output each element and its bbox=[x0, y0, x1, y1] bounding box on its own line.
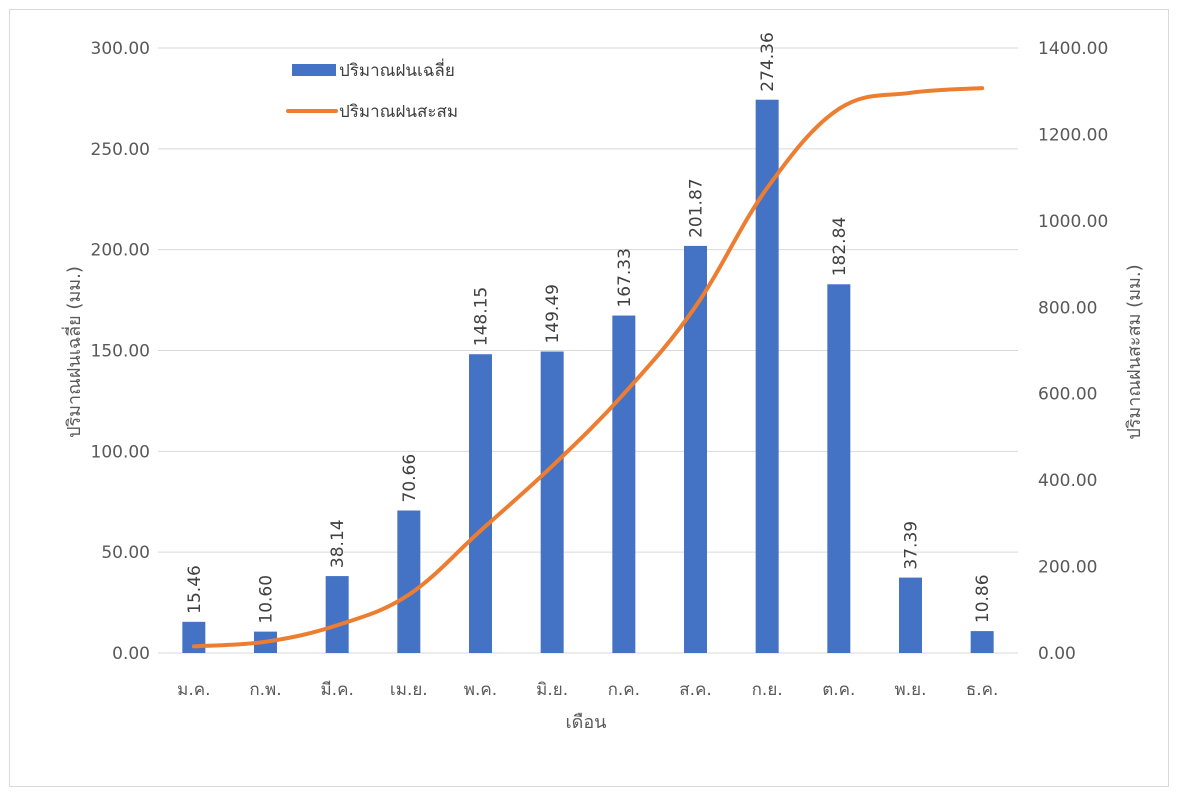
y-tick-label: 150.00 bbox=[91, 342, 150, 362]
y2-tick-label: 1000.00 bbox=[1038, 212, 1108, 232]
y-tick-label: 250.00 bbox=[91, 140, 150, 160]
y-tick-label: 300.00 bbox=[91, 39, 150, 59]
x-axis-ticks: ม.ค. ก.พ. มี.ค. เม.ย. พ.ค. มิ.ย. ก.ค. ส.ค. ก.ย. ต… bbox=[177, 680, 998, 700]
bar-value-label: 167.33 bbox=[615, 248, 635, 307]
bar-value-label: 38.14 bbox=[328, 519, 348, 568]
y2-tick-label: 0.00 bbox=[1038, 644, 1076, 664]
legend-swatch-bar bbox=[292, 64, 336, 76]
y2-tick-label: 800.00 bbox=[1038, 298, 1097, 318]
y-axis-right-ticks: 0.00 200.00 400.00 600.00 800.00 1000.00 1200.… bbox=[1038, 39, 1108, 664]
x-tick-label: ต.ค. bbox=[822, 680, 855, 700]
bar-value-label: 37.39 bbox=[902, 521, 922, 570]
chart-frame bbox=[9, 9, 1169, 787]
bar bbox=[397, 510, 421, 653]
bar bbox=[755, 99, 779, 653]
y-tick-label: 0.00 bbox=[112, 644, 150, 664]
bar-value-label: 70.66 bbox=[400, 454, 420, 503]
bar bbox=[684, 245, 707, 653]
bar bbox=[540, 351, 564, 653]
bar-value-label: 10.60 bbox=[257, 575, 277, 624]
bar-value-label: 274.36 bbox=[758, 32, 778, 91]
x-tick-label: เม.ย. bbox=[390, 680, 428, 700]
cumulative-line bbox=[191, 86, 985, 649]
x-tick-label: พ.ย. bbox=[895, 680, 927, 700]
line-series bbox=[191, 86, 985, 649]
x-tick-label: ม.ค. bbox=[177, 680, 210, 700]
y-tick-label: 200.00 bbox=[91, 241, 150, 261]
legend-label-line: ปริมาณฝนสะสม bbox=[339, 102, 458, 122]
bar bbox=[325, 576, 349, 653]
bar bbox=[182, 621, 206, 653]
x-tick-label: ก.ค. bbox=[608, 680, 640, 700]
bar bbox=[970, 631, 994, 653]
bar-value-label: 15.46 bbox=[185, 565, 205, 614]
x-tick-label: ธ.ค. bbox=[966, 680, 999, 700]
y-tick-label: 50.00 bbox=[101, 543, 150, 563]
x-tick-label: มี.ค. bbox=[320, 680, 353, 700]
bar bbox=[612, 315, 636, 653]
bar bbox=[469, 354, 492, 653]
bar bbox=[899, 577, 922, 653]
x-tick-label: มิ.ย. bbox=[536, 680, 568, 700]
y2-tick-label: 1200.00 bbox=[1038, 125, 1108, 145]
x-tick-label: ส.ค. bbox=[679, 680, 712, 700]
legend-label-bar: ปริมาณฝนเฉลี่ย bbox=[339, 58, 455, 81]
y-axis-left-title: ปริมาณฝนเฉลี่ย (มม.) bbox=[61, 266, 85, 438]
bar-series bbox=[182, 99, 994, 653]
bar-data-labels: 15.46 10.60 38.14 70.66 148.15 149.49 167.33 20… bbox=[185, 32, 993, 623]
x-tick-label: พ.ค. bbox=[464, 680, 497, 700]
bar-value-label: 10.86 bbox=[973, 574, 993, 623]
y2-tick-label: 600.00 bbox=[1038, 385, 1097, 405]
x-tick-label: ก.ย. bbox=[752, 680, 783, 700]
bar-value-label: 148.15 bbox=[472, 287, 492, 346]
y2-tick-label: 200.00 bbox=[1038, 558, 1097, 578]
bar-value-label: 182.84 bbox=[830, 217, 850, 276]
y2-tick-label: 400.00 bbox=[1038, 471, 1097, 491]
y-tick-label: 100.00 bbox=[91, 442, 150, 462]
bar bbox=[827, 284, 851, 653]
y-axis-left-ticks: 0.00 50.00 100.00 150.00 200.00 250.00 300.00 bbox=[91, 39, 150, 664]
gridlines bbox=[158, 47, 1018, 654]
y2-tick-label: 1400.00 bbox=[1038, 39, 1108, 59]
bar-value-label: 201.87 bbox=[687, 178, 707, 237]
y-axis-right-title: ปริมาณฝนสะสม (มม.) bbox=[1124, 264, 1145, 439]
legend: ปริมาณฝนเฉลี่ย ปริมาณฝนสะสม bbox=[286, 58, 458, 122]
x-axis-title: เดือน bbox=[566, 712, 607, 733]
bar-value-label: 149.49 bbox=[543, 284, 563, 343]
x-tick-label: ก.พ. bbox=[249, 680, 281, 700]
